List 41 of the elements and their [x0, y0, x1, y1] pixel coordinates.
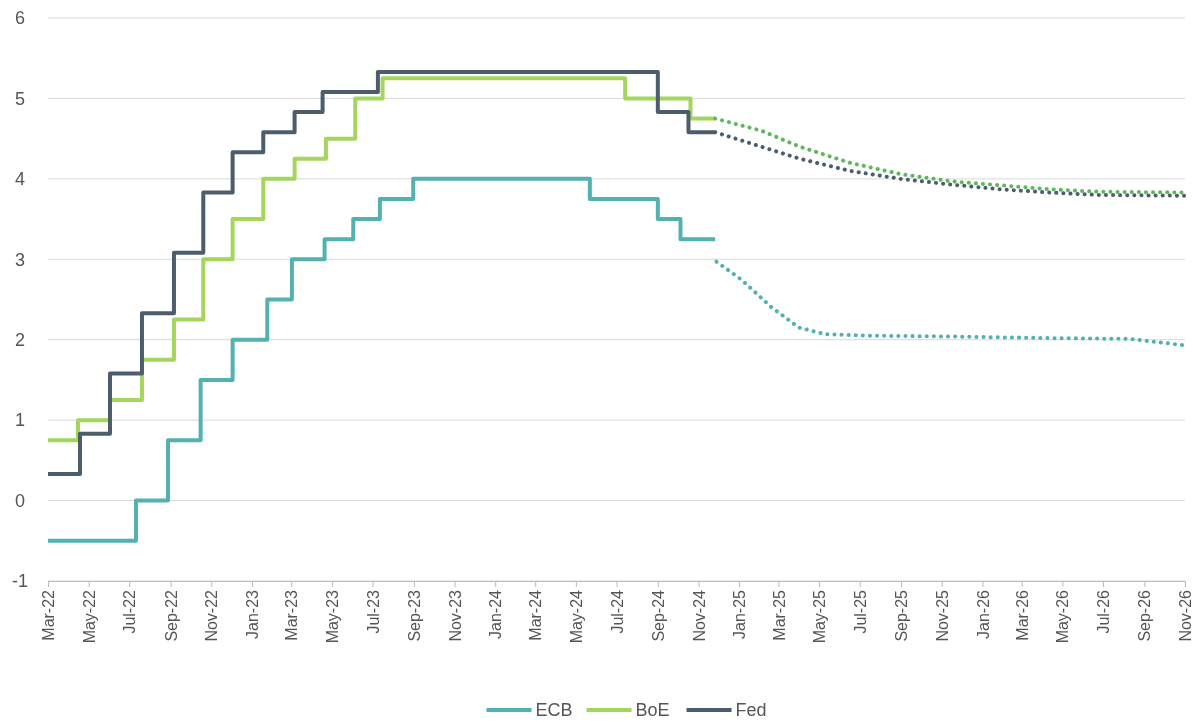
x-tick-label: Mar-24 — [527, 589, 545, 641]
x-tick-label: Sep-24 — [649, 589, 667, 642]
x-tick-label: Mar-25 — [770, 589, 788, 641]
x-tick-label: Mar-23 — [283, 589, 301, 641]
x-tick-label: Nov-24 — [690, 589, 708, 642]
x-tick-label: Jan-25 — [731, 589, 749, 639]
y-tick-label: 5 — [14, 88, 26, 109]
x-tick-label: Jan-24 — [487, 589, 505, 639]
x-tick-label: Mar-26 — [1013, 589, 1031, 641]
legend-label: ECB — [535, 700, 573, 721]
x-tick-label: Jan-23 — [244, 589, 262, 639]
x-tick-label: Sep-25 — [893, 589, 911, 642]
x-tick-label: Sep-26 — [1136, 589, 1154, 642]
y-tick-label: -1 — [11, 571, 29, 592]
y-tick-label: 4 — [14, 169, 26, 190]
x-tick-label: May-23 — [324, 589, 342, 644]
x-tick-label: May-24 — [567, 589, 585, 644]
x-tick-label: Nov-23 — [446, 589, 464, 642]
x-tick-label: Jul-26 — [1095, 589, 1113, 634]
legend-label: Fed — [735, 700, 767, 721]
y-tick-label: 2 — [14, 329, 26, 350]
x-tick-label: Jul-25 — [851, 589, 869, 634]
x-tick-label: Nov-22 — [203, 589, 221, 642]
x-tick-label: May-26 — [1054, 589, 1072, 644]
x-tick-label: Jul-23 — [364, 589, 382, 634]
x-tick-label: Jul-22 — [121, 589, 139, 634]
y-tick-label: 6 — [14, 8, 26, 29]
y-tick-label: 3 — [14, 249, 26, 270]
x-tick-label: Jul-24 — [608, 589, 626, 634]
y-tick-label: 0 — [14, 490, 26, 511]
line-series — [714, 259, 1187, 348]
x-tick-label: Sep-23 — [405, 589, 423, 642]
x-tick-label: Sep-22 — [162, 589, 180, 642]
x-tick-label: May-25 — [811, 589, 829, 644]
y-tick-label: 1 — [14, 410, 26, 431]
x-tick-label: May-22 — [80, 589, 98, 644]
x-tick-label: Mar-22 — [40, 589, 58, 641]
x-tick-label: Jan-26 — [974, 589, 992, 639]
legend-label: BoE — [635, 700, 670, 721]
x-tick-label: Nov-25 — [933, 589, 951, 642]
x-tick-label: Nov-26 — [1177, 589, 1193, 642]
